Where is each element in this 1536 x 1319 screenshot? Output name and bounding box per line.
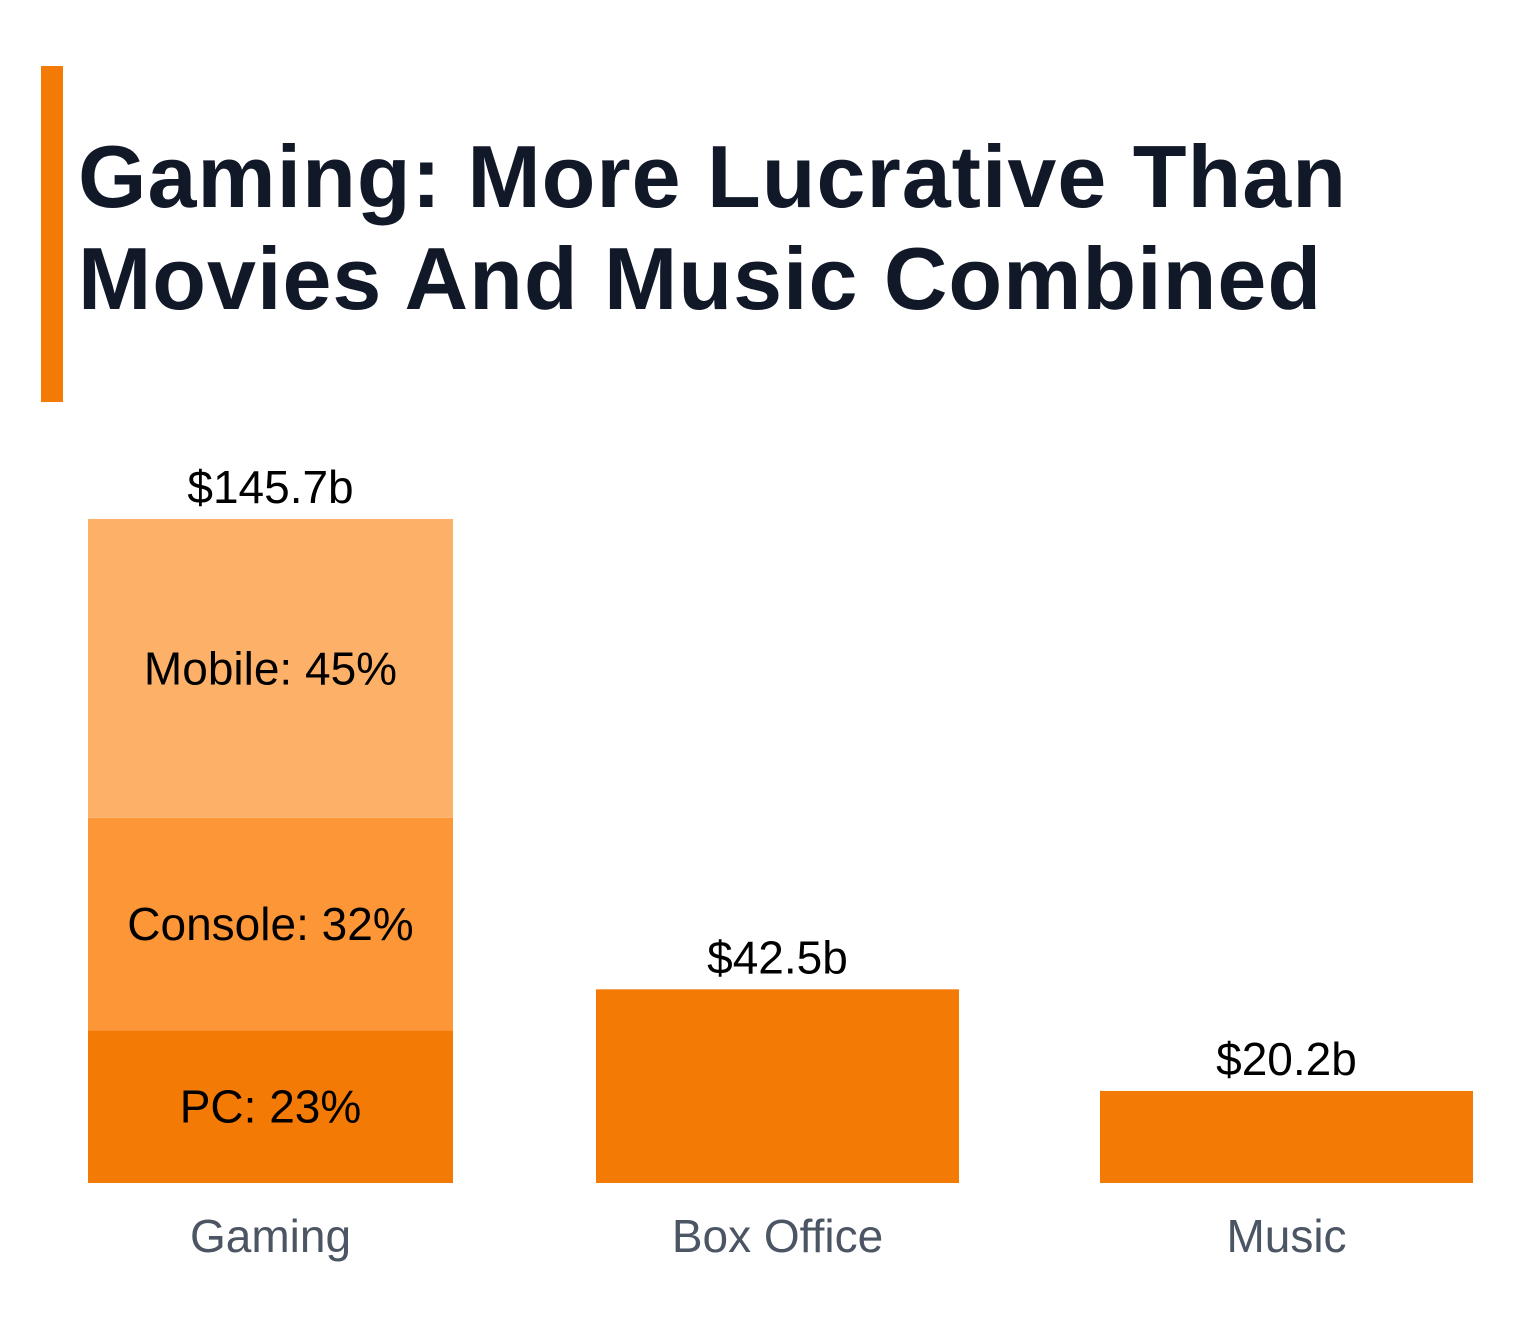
bar-segment-console [88,817,453,1031]
title-line-1: Gaming: More Lucrative Than [78,127,1347,226]
value-label-music: $20.2b [1216,1033,1357,1085]
value-label-box-office: $42.5b [707,931,848,983]
title-line-2: Movies And Music Combined [78,229,1323,328]
category-label-gaming: Gaming [190,1210,351,1262]
segment-label-mobile: Mobile: 45% [144,642,397,694]
category-label-music: Music [1226,1210,1346,1262]
value-label-gaming: $145.7b [187,461,353,513]
bar-segment-mobile [88,519,453,818]
segment-label-pc: PC: 23% [180,1081,362,1133]
bar-segment-pc [88,1030,453,1183]
title-accent-bar [41,66,63,402]
bar-music [1100,1090,1473,1183]
category-label-box-office: Box Office [672,1210,883,1262]
segment-label-console: Console: 32% [127,898,413,950]
bar-box-office [596,989,959,1183]
chart-title: Gaming: More Lucrative Than Movies And M… [78,126,1518,330]
